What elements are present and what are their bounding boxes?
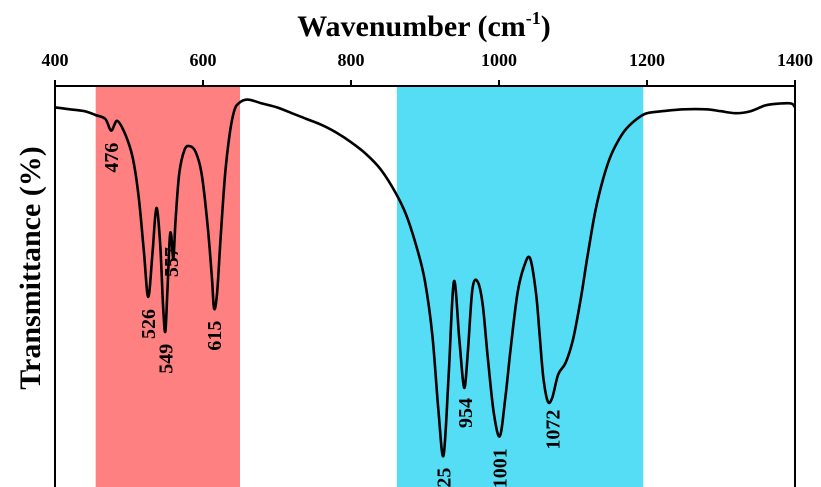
x-tick-label: 1000	[481, 50, 517, 70]
x-tick-label: 800	[338, 50, 365, 70]
x-tick-label: 400	[42, 50, 69, 70]
peak-label-954: 954	[455, 398, 477, 428]
peak-label-615: 615	[204, 321, 226, 351]
peak-label-549: 549	[155, 344, 177, 374]
x-axis-ticks: 400 600 800 1000 1200 1400	[42, 50, 813, 86]
peak-label-1001: 1001	[490, 448, 512, 487]
x-tick-label: 600	[190, 50, 217, 70]
series-group	[54, 98, 797, 458]
peak-labels: 476 526 549 557 615 925 954 1001 1072	[101, 143, 564, 487]
plot-frame	[54, 85, 796, 487]
peak-label-557: 557	[161, 247, 183, 277]
y-axis-title: Transmittance (%)	[14, 146, 47, 390]
x-tick-label: 1200	[629, 50, 665, 70]
shaded-region-2	[396, 86, 644, 487]
transmittance-series-line	[54, 98, 797, 458]
peak-label-526: 526	[138, 309, 160, 339]
peak-label-925: 925	[434, 468, 456, 487]
x-tick-label: 1400	[777, 50, 813, 70]
peak-label-476: 476	[101, 143, 123, 173]
peak-label-1072: 1072	[542, 410, 564, 450]
x-axis-title: Wavenumber (cm-1)	[297, 8, 551, 43]
